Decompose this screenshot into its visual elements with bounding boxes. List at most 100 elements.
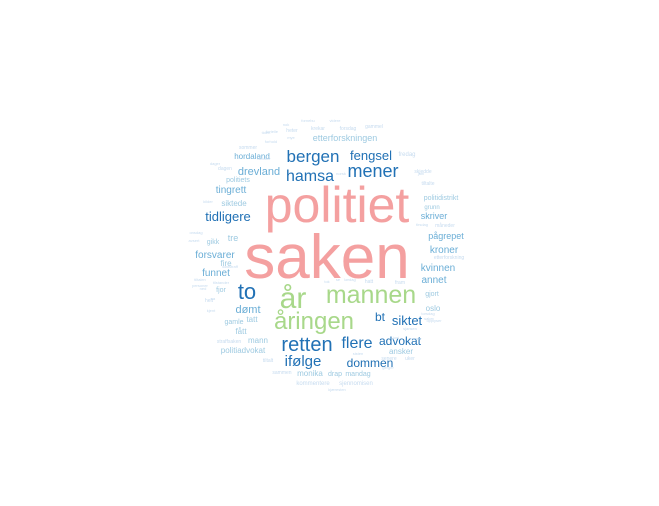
cloud-word: måneder <box>435 222 455 229</box>
cloud-word: tiden <box>262 130 271 135</box>
cloud-word: sjansen <box>403 326 417 331</box>
cloud-word: gammel <box>365 124 383 130</box>
cloud-word: krekar <box>311 126 325 132</box>
cloud-word: kilder <box>203 199 213 204</box>
cloud-word: uker <box>405 356 415 362</box>
cloud-word: norsk <box>336 171 346 176</box>
cloud-word: advokat <box>379 334 422 348</box>
cloud-word: heter <box>286 128 298 134</box>
cloud-word: tirsdag <box>416 222 428 227</box>
cloud-word: fire <box>220 259 232 268</box>
cloud-word: sa <box>211 296 216 301</box>
cloud-word: flere <box>341 335 372 352</box>
cloud-word: siktet <box>392 313 423 328</box>
cloud-word: mannen <box>326 281 416 309</box>
cloud-word: sommer <box>239 145 257 151</box>
cloud-word: to <box>238 279 256 304</box>
cloud-word: drap <box>328 371 342 378</box>
cloud-word: dager <box>210 161 221 166</box>
cloud-word: dømt <box>235 304 260 316</box>
cloud-word: forsdag <box>340 126 357 132</box>
cloud-word: mener <box>347 161 398 181</box>
cloud-word: fram <box>395 280 405 286</box>
cloud-word: sammen <box>272 370 291 376</box>
cloud-word: grunn <box>424 205 439 211</box>
cloud-word: tiltalen <box>194 277 206 282</box>
cloud-word: fortelle <box>266 129 279 134</box>
cloud-word: gamle <box>224 319 243 326</box>
cloud-word: tok <box>324 279 329 284</box>
cloud-word: fått <box>235 327 247 336</box>
cloud-word: annet <box>421 275 446 286</box>
cloud-word: fengsel <box>350 148 392 163</box>
cloud-word: hordaland <box>234 152 270 161</box>
cloud-word: etterforskningen <box>313 133 378 143</box>
cloud-word: fornebu <box>301 118 315 123</box>
cloud-word: ifølge <box>285 353 322 370</box>
cloud-word: politidistrikt <box>424 195 459 202</box>
cloud-word: politiets <box>226 177 250 184</box>
cloud-word: kommentere <box>296 381 330 387</box>
cloud-word: oslo <box>426 304 441 313</box>
cloud-word: nok <box>283 122 289 127</box>
cloud-word: videre <box>330 118 342 123</box>
cloud-word: år <box>280 282 307 315</box>
cloud-word: dagen <box>218 166 232 172</box>
cloud-word: politiet <box>265 177 410 233</box>
cloud-word: mandag <box>345 371 370 378</box>
cloud-word: skjedde <box>414 169 431 175</box>
cloud-word: åringen <box>274 308 354 335</box>
cloud-word: dødstraff <box>222 264 239 269</box>
cloud-word: opplyser <box>426 318 442 323</box>
cloud-word: tatt <box>246 315 258 324</box>
cloud-word: fredag <box>398 152 415 158</box>
cloud-word: helt <box>205 298 214 304</box>
cloud-word: politiadvokat <box>221 346 266 355</box>
cloud-word: pågrepet <box>428 231 464 241</box>
cloud-word: funnet <box>202 268 230 279</box>
cloud-word: gjort <box>425 291 439 298</box>
cloud-word: ned <box>200 286 207 291</box>
cloud-word: kroner <box>430 245 459 256</box>
cloud-word: gerger <box>382 365 394 370</box>
cloud-word: fjor <box>216 287 226 294</box>
cloud-word: retten <box>281 334 332 356</box>
cloud-word: oktober <box>257 156 271 161</box>
cloud-word: monika <box>297 369 323 378</box>
cloud-word: onsdag <box>189 230 202 235</box>
cloud-word: torsdag <box>421 311 434 316</box>
cloud-word: siktede <box>221 199 247 208</box>
cloud-word: kjæresten <box>328 387 346 392</box>
cloud-word: bergen <box>287 147 340 166</box>
cloud-word: saker <box>424 316 434 321</box>
cloud-word: hatt <box>365 279 374 285</box>
cloud-word: personer <box>192 283 208 288</box>
cloud-word: se <box>336 277 341 282</box>
cloud-word: ansker <box>389 347 413 356</box>
cloud-word: kvinnen <box>421 263 455 274</box>
cloud-word: tingrett <box>216 185 247 196</box>
cloud-word: dommen <box>347 356 394 370</box>
cloud-word: avsert <box>189 238 201 243</box>
cloud-word: juni <box>392 335 399 340</box>
cloud-word: tilstander <box>213 280 230 285</box>
cloud-word: fikk <box>437 213 443 218</box>
cloud-word: juni <box>417 171 424 176</box>
cloud-word: sisten <box>353 351 363 356</box>
cloud-word: tiltalte <box>421 181 434 187</box>
cloud-word: gikk <box>207 239 220 246</box>
cloud-word: kjent <box>207 308 216 313</box>
cloud-word: etterforskning <box>434 255 465 261</box>
cloud-word: bt <box>375 310 386 324</box>
cloud-word: tre <box>228 233 239 243</box>
cloud-word: mann <box>248 336 268 345</box>
cloud-word: lørdag <box>344 277 355 282</box>
cloud-word: tidligere <box>205 209 251 224</box>
cloud-word: forsvarer <box>195 250 235 261</box>
cloud-word: saken <box>244 223 409 292</box>
cloud-word: mye <box>287 135 295 140</box>
cloud-word: skriver <box>421 211 448 221</box>
cloud-word: hamsa <box>286 168 334 185</box>
cloud-word: mener <box>410 336 422 341</box>
